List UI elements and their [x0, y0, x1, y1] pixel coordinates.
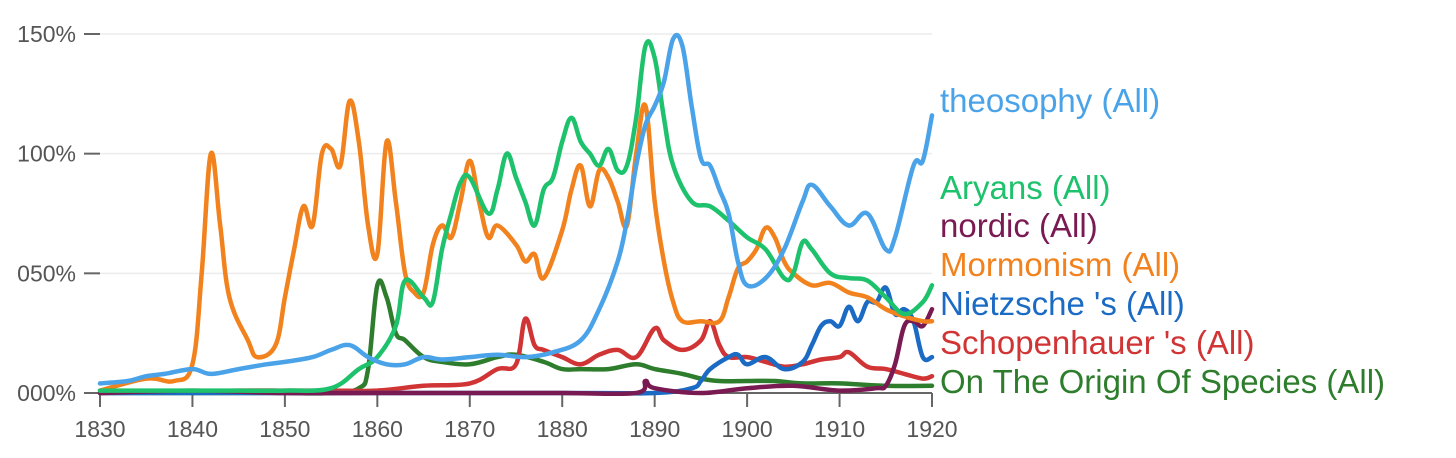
- x-tick-label: 1840: [167, 416, 218, 442]
- series-line-mormonism-all[interactable]: [97, 98, 935, 393]
- x-tick-label: 1830: [74, 416, 125, 442]
- series-line-nietzsche-s-all[interactable]: [97, 285, 935, 396]
- x-tick-label: 1880: [537, 416, 588, 442]
- legend-label-schopenhauer-s-all: Schopenhauer 's (All): [940, 324, 1254, 361]
- series-line-aryans-all[interactable]: [97, 39, 935, 394]
- x-tick-label: 1850: [259, 416, 310, 442]
- series-lines: [97, 32, 935, 397]
- series-line-schopenhauer-s-all[interactable]: [97, 316, 935, 396]
- legend: theosophy (All) Aryans (All)nordic (All)M…: [940, 82, 1385, 400]
- x-tick-label: 1910: [814, 416, 865, 442]
- y-tick-label: 000%: [17, 380, 76, 406]
- axes: 000% 050% 100% 150% 1830 1840 1850 1860 1870 1880…: [17, 21, 957, 442]
- x-tick-label: 1890: [629, 416, 680, 442]
- series-line-nordic-all[interactable]: [97, 306, 935, 397]
- gridlines: [100, 33, 932, 275]
- x-tick-label: 1920: [906, 416, 957, 442]
- x-tick-label: 1860: [352, 416, 403, 442]
- series-line-theosophy-all[interactable]: [97, 32, 935, 386]
- x-tick-label: 1870: [444, 416, 495, 442]
- legend-label-on-the-origin-of-species-all: On The Origin Of Species (All): [940, 363, 1385, 400]
- y-tick-label: 100%: [17, 141, 76, 167]
- y-tick-label: 150%: [17, 21, 76, 47]
- legend-label-aryans-all: Aryans (All): [940, 169, 1111, 206]
- series-line-on-the-origin-of-species-all[interactable]: [97, 278, 935, 396]
- y-tick-label: 050%: [17, 260, 76, 286]
- legend-label-nordic-all: nordic (All): [940, 207, 1098, 244]
- legend-label-nietzsche-s-all: Nietzsche 's (All): [940, 285, 1185, 322]
- x-tick-label: 1900: [722, 416, 773, 442]
- legend-label-theosophy-all: theosophy (All): [940, 82, 1160, 119]
- legend-label-mormonism-all: Mormonism (All): [940, 246, 1180, 283]
